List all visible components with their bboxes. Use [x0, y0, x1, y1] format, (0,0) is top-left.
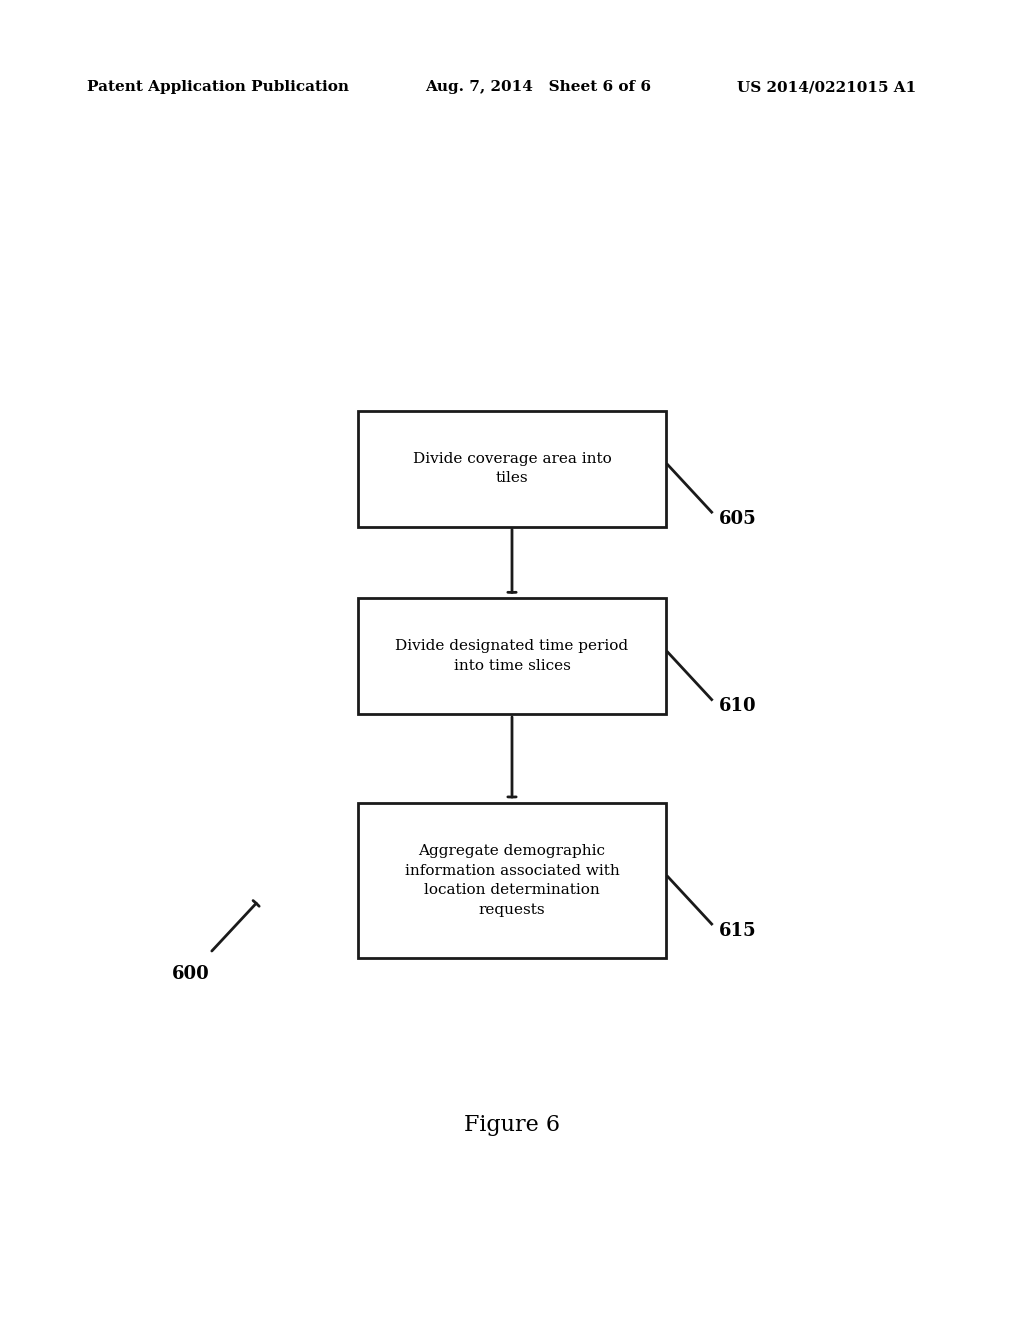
Text: 610: 610: [719, 697, 757, 715]
Text: Divide designated time period
into time slices: Divide designated time period into time …: [395, 639, 629, 673]
Text: Patent Application Publication: Patent Application Publication: [87, 81, 349, 94]
Bar: [358, 411, 666, 527]
Bar: [358, 803, 666, 958]
Text: 615: 615: [719, 921, 757, 940]
Text: Divide coverage area into
tiles: Divide coverage area into tiles: [413, 451, 611, 486]
Text: Aug. 7, 2014   Sheet 6 of 6: Aug. 7, 2014 Sheet 6 of 6: [425, 81, 651, 94]
Text: US 2014/0221015 A1: US 2014/0221015 A1: [737, 81, 916, 94]
Text: Figure 6: Figure 6: [464, 1114, 560, 1135]
Text: 605: 605: [719, 510, 757, 528]
Text: Aggregate demographic
information associated with
location determination
request: Aggregate demographic information associ…: [404, 845, 620, 916]
Text: 600: 600: [172, 965, 210, 983]
Bar: [358, 598, 666, 714]
